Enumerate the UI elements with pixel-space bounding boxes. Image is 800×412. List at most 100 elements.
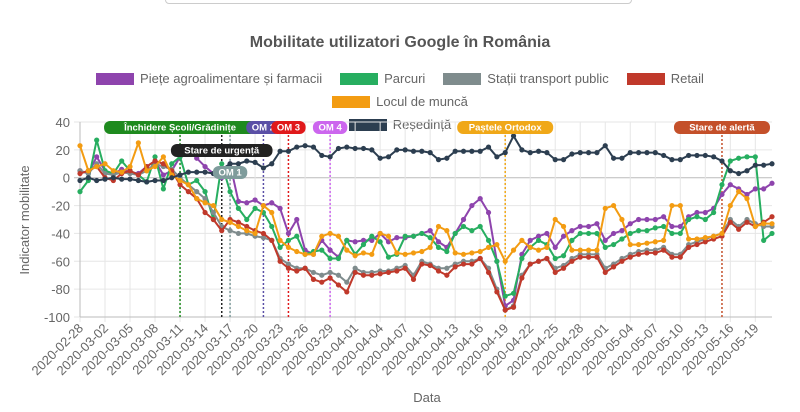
data-point <box>419 148 425 154</box>
data-point <box>736 226 742 232</box>
annotation-label: OM 3 <box>271 121 306 134</box>
data-point <box>360 241 367 248</box>
data-point <box>319 279 325 285</box>
data-point <box>619 228 625 234</box>
data-point <box>577 230 583 237</box>
data-point <box>485 237 492 243</box>
data-point <box>594 230 600 237</box>
data-point <box>335 145 342 152</box>
legend-swatch <box>626 72 665 85</box>
data-point <box>677 230 683 237</box>
annotation-text: Stare de alertă <box>689 123 755 134</box>
data-point <box>602 205 608 211</box>
legend-item[interactable]: Stații transport public <box>443 71 609 86</box>
data-point <box>419 248 425 255</box>
annotation-text: OM 2 <box>252 123 275 134</box>
data-point <box>535 233 542 239</box>
data-point <box>244 216 250 223</box>
annotation-badge <box>170 144 273 157</box>
data-point <box>452 264 458 270</box>
data-point <box>761 221 767 227</box>
data-point <box>294 216 300 223</box>
data-point <box>435 244 442 250</box>
data-point <box>377 230 383 237</box>
data-point <box>594 247 600 253</box>
data-point <box>494 289 500 295</box>
data-point <box>619 216 625 223</box>
data-point <box>410 148 417 154</box>
data-point <box>469 228 475 234</box>
data-point <box>227 189 233 195</box>
data-point <box>694 152 700 159</box>
data-point <box>319 152 325 159</box>
data-point <box>202 163 208 170</box>
data-point <box>560 223 567 230</box>
data-point <box>602 269 608 276</box>
data-point <box>194 177 200 184</box>
data-point <box>711 154 717 160</box>
data-point <box>427 244 433 250</box>
data-point <box>652 239 658 245</box>
annotation-text: OM 4 <box>319 123 343 134</box>
data-point <box>585 150 592 156</box>
data-point <box>435 239 442 245</box>
data-point <box>719 158 725 164</box>
data-point <box>560 233 567 239</box>
annotation-badge <box>673 121 770 134</box>
legend-item[interactable]: Locul de muncă <box>332 94 468 109</box>
data-point <box>135 140 141 146</box>
data-point <box>277 237 283 243</box>
data-point <box>619 258 625 264</box>
legend-item[interactable]: Piețe agroalimentare și farmacii <box>96 71 322 86</box>
legend-item[interactable]: Parcuri <box>340 71 425 86</box>
data-point <box>152 177 158 184</box>
data-point <box>160 186 166 192</box>
data-point <box>144 168 150 174</box>
legend-label: Piețe agroalimentare și farmacii <box>140 71 323 86</box>
data-point <box>385 269 392 276</box>
data-point <box>352 239 358 245</box>
data-point <box>444 228 450 234</box>
data-point <box>544 230 550 237</box>
data-point <box>310 269 317 276</box>
data-point <box>377 155 383 161</box>
data-point <box>185 169 191 175</box>
data-point <box>752 154 758 160</box>
data-point <box>477 196 483 202</box>
data-point <box>535 148 542 154</box>
data-point <box>744 191 750 198</box>
series-line <box>79 141 772 263</box>
data-point <box>135 177 141 184</box>
data-point <box>94 137 100 143</box>
data-point <box>744 168 750 174</box>
data-point <box>485 244 492 250</box>
data-point <box>569 247 575 253</box>
data-point <box>769 214 775 220</box>
data-point <box>477 248 483 255</box>
data-point <box>277 205 283 211</box>
data-point <box>577 254 583 260</box>
data-point <box>369 272 375 278</box>
data-point <box>344 144 350 150</box>
data-point <box>469 250 475 256</box>
data-point <box>669 254 675 260</box>
data-point <box>260 165 267 171</box>
data-point <box>510 133 517 139</box>
data-point <box>552 216 558 223</box>
y-tick-label: 20 <box>56 143 70 158</box>
legend-item[interactable]: Retail <box>626 71 704 86</box>
data-point <box>202 200 208 206</box>
data-point <box>519 255 525 262</box>
data-point <box>594 150 600 156</box>
data-point <box>319 272 325 278</box>
data-point <box>344 279 350 285</box>
data-point <box>719 191 725 198</box>
data-point <box>727 168 733 174</box>
data-point <box>519 275 525 281</box>
data-point <box>135 172 141 178</box>
data-point <box>285 237 292 243</box>
data-point <box>702 239 708 245</box>
annotation-badge <box>312 121 348 134</box>
data-point <box>352 269 358 276</box>
data-point <box>427 228 433 234</box>
